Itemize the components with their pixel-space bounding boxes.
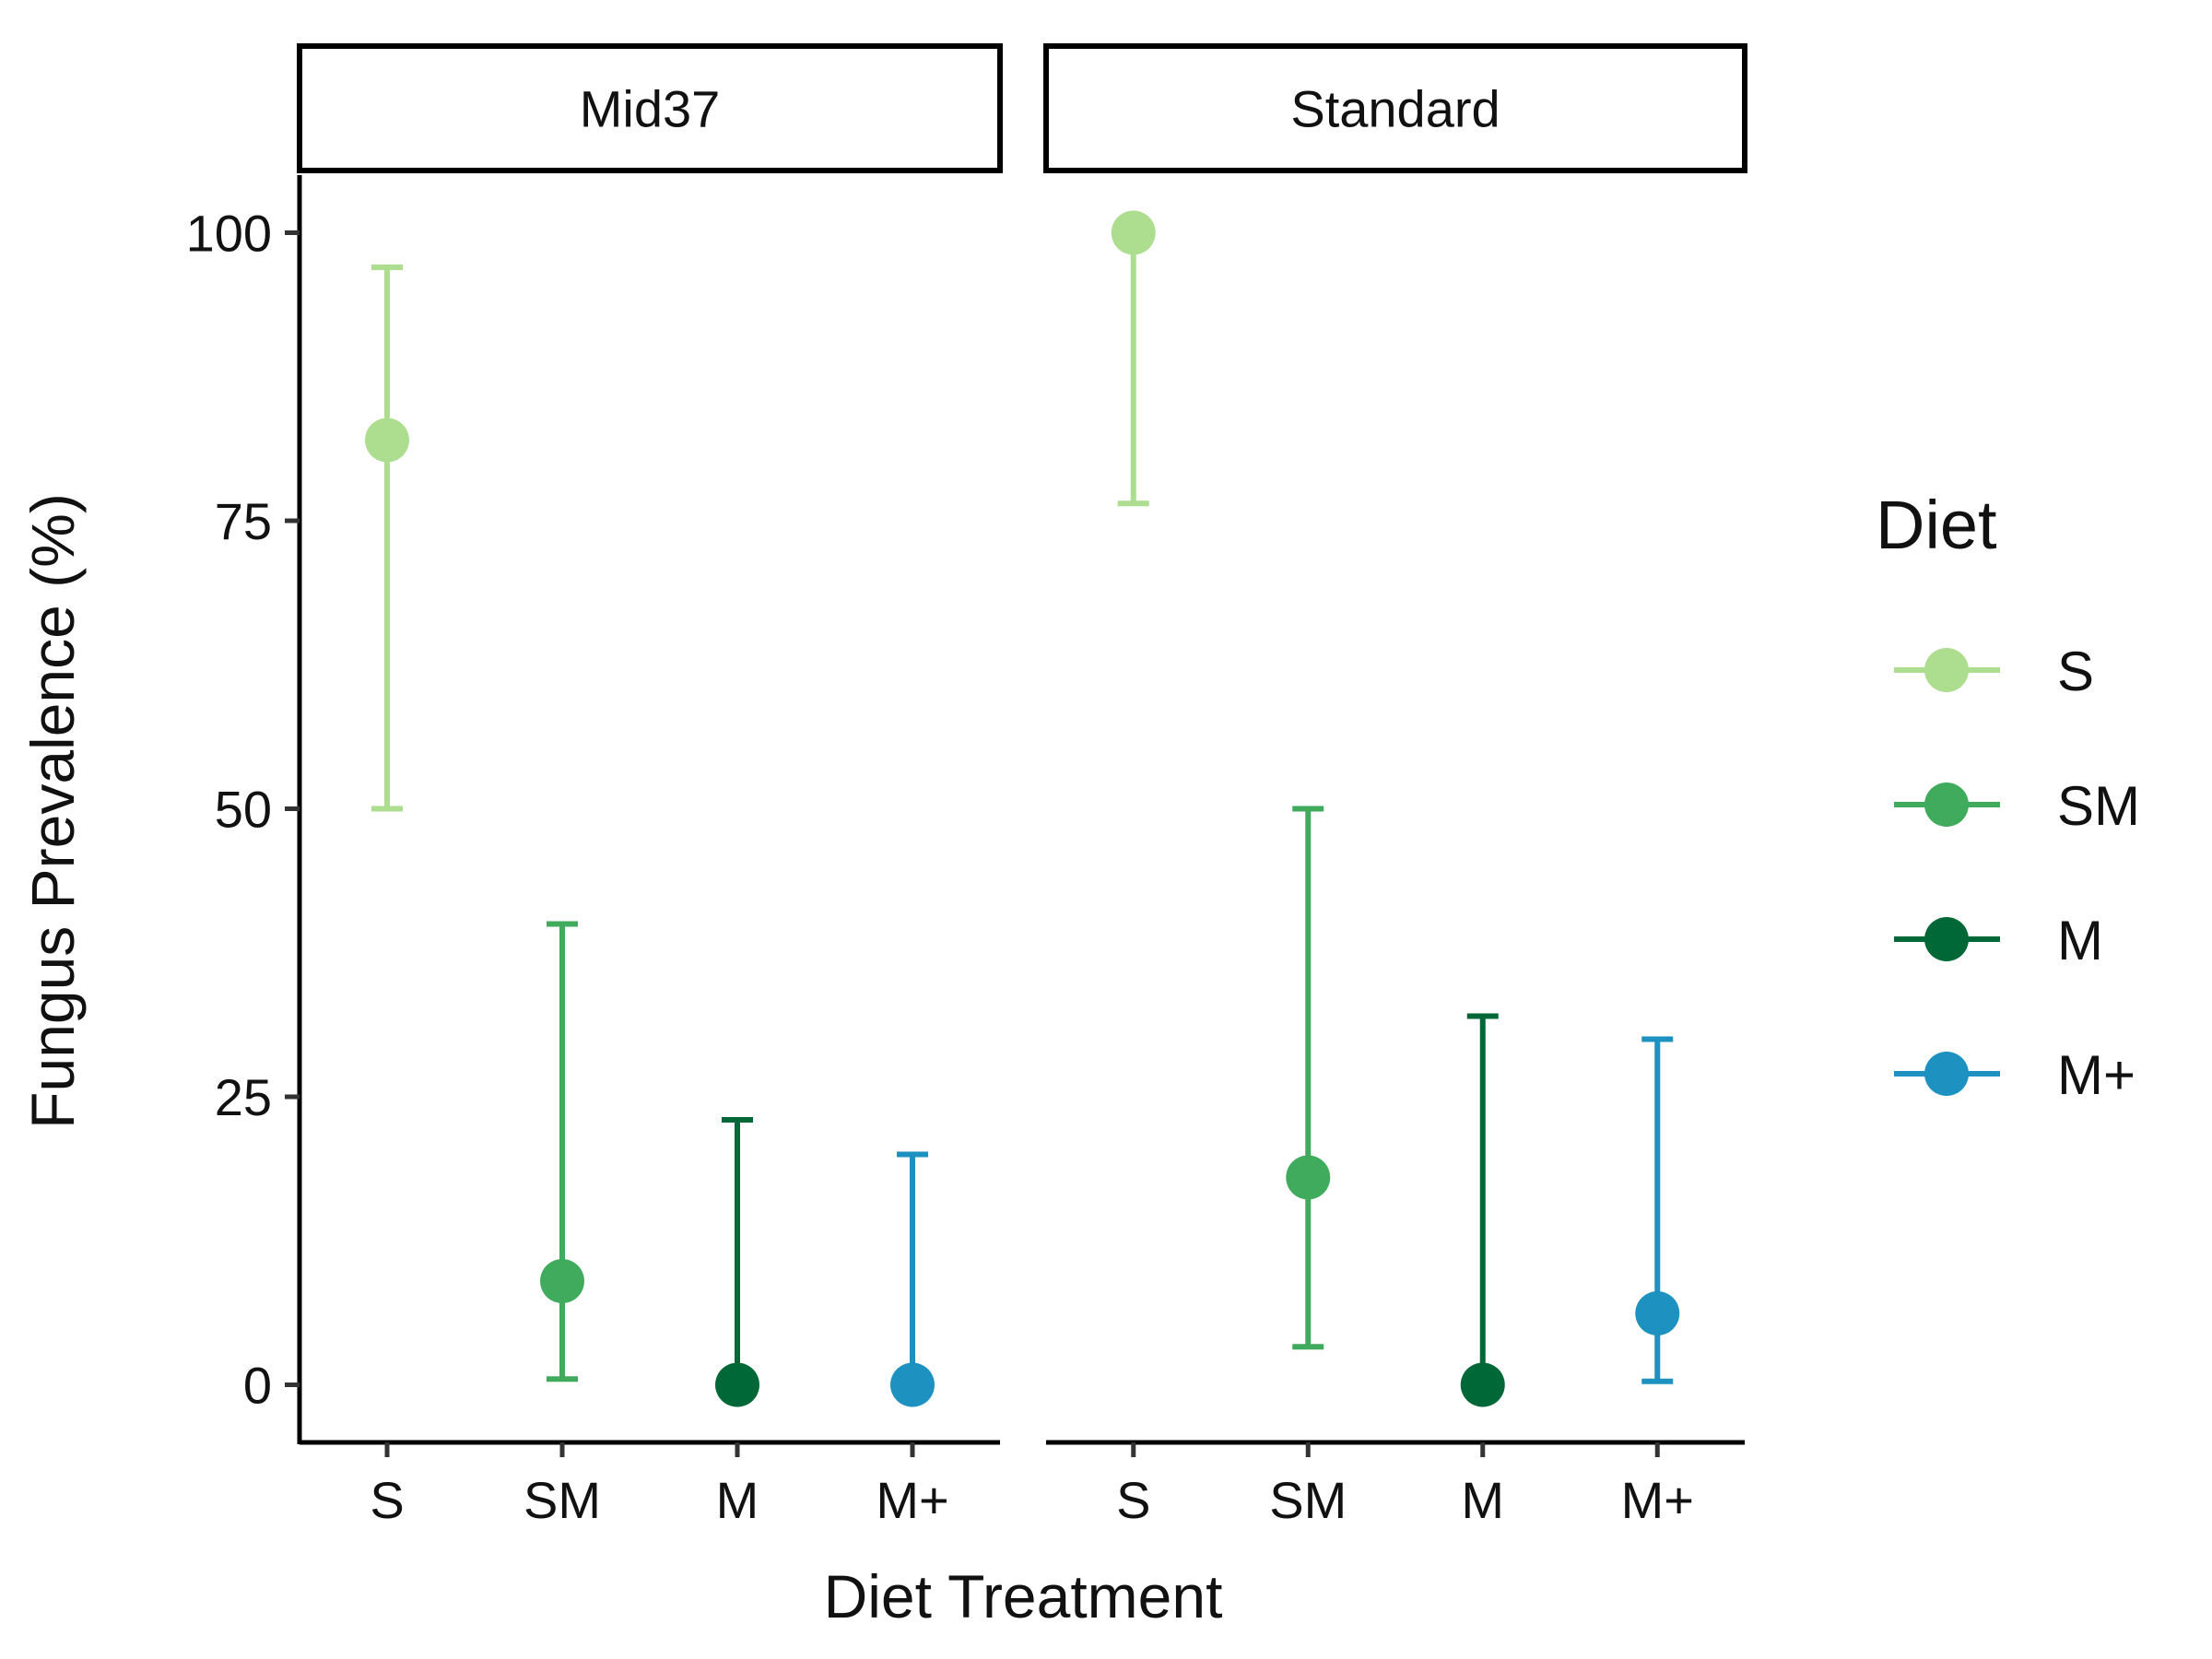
error-bar — [1292, 806, 1324, 1350]
legend-key-point — [1924, 917, 1969, 961]
panels: Mid37 S SM M M+ 0 25 50 75 100 Standard S SM M M+ — [186, 43, 1747, 1529]
panel-standard: Standard S SM M M+ — [1043, 43, 1747, 1529]
data-point — [1111, 210, 1156, 255]
error-bar — [1466, 1013, 1499, 1388]
x-tick-label: M — [1461, 1471, 1504, 1529]
legend-label: M+ — [2057, 1044, 2136, 1106]
y-tick-label: 50 — [215, 781, 272, 839]
x-tick-label: S — [370, 1471, 404, 1529]
data-point — [1635, 1291, 1680, 1335]
x-tick-label: SM — [524, 1471, 601, 1529]
facet-strip-label: Standard — [1290, 80, 1500, 138]
error-bar — [371, 265, 403, 812]
legend-item: M — [1894, 910, 2103, 971]
legend-label: S — [2057, 641, 2094, 702]
facet-strip-label: Mid37 — [580, 80, 721, 138]
data-point — [1460, 1362, 1505, 1407]
x-tick-label: M+ — [1621, 1471, 1694, 1529]
facet-strip — [297, 43, 1003, 173]
y-tick-label: 25 — [215, 1068, 272, 1126]
y-tick-label: 75 — [215, 492, 272, 550]
legend-key-point — [1924, 1052, 1969, 1096]
x-tick-label: S — [1116, 1471, 1150, 1529]
panel-mid37: Mid37 S SM M M+ 0 25 50 75 100 — [186, 43, 1003, 1529]
data-point — [890, 1362, 935, 1407]
data-point — [1286, 1155, 1331, 1200]
data-point — [540, 1259, 584, 1303]
x-tick-label: SM — [1269, 1471, 1347, 1529]
data-point — [715, 1362, 759, 1407]
legend: Diet S SM M M+ — [1876, 487, 2140, 1106]
legend-label: M — [2057, 910, 2103, 971]
x-axis-title: Diet Treatment — [824, 1562, 1223, 1630]
facet-strip — [1043, 43, 1747, 173]
legend-key-point — [1924, 782, 1969, 827]
y-tick-label: 100 — [186, 205, 272, 263]
legend-item: SM — [1894, 775, 2140, 837]
y-axis-title: Fungus Prevalence (%) — [18, 493, 87, 1129]
error-bar — [1117, 229, 1149, 507]
data-point — [365, 418, 409, 463]
legend-title: Diet — [1876, 487, 1997, 563]
legend-key-point — [1924, 648, 1969, 692]
error-bar — [897, 1151, 928, 1388]
legend-item: S — [1894, 641, 2094, 702]
error-bar — [547, 921, 578, 1382]
legend-label: SM — [2057, 775, 2140, 837]
x-tick-label: M+ — [876, 1471, 948, 1529]
x-tick-label: M — [716, 1471, 759, 1529]
y-tick-label: 0 — [243, 1357, 272, 1415]
legend-item: M+ — [1894, 1044, 2136, 1106]
error-bar — [722, 1117, 753, 1388]
